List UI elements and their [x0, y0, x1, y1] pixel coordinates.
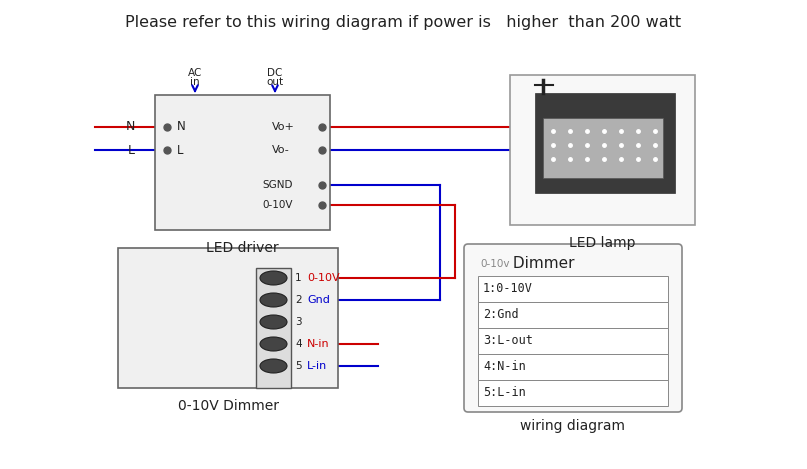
Text: 0-10V Dimmer: 0-10V Dimmer	[178, 399, 278, 413]
Bar	[118, 248, 338, 388]
Text: 5:L-in: 5:L-in	[483, 386, 525, 400]
Text: 3:L-out: 3:L-out	[483, 334, 533, 348]
Text: L: L	[177, 144, 183, 157]
Text: 2: 2	[295, 295, 302, 305]
Text: 1: 1	[295, 273, 302, 283]
Bar	[478, 276, 668, 302]
Text: 2:Gnd: 2:Gnd	[483, 309, 519, 322]
Text: Dimmer: Dimmer	[508, 257, 575, 272]
Ellipse shape	[260, 337, 287, 351]
Bar	[535, 93, 675, 193]
Bar	[256, 268, 291, 388]
Text: Please refer to this wiring diagram if power is   higher  than 200 watt: Please refer to this wiring diagram if p…	[125, 15, 681, 30]
Text: Gnd: Gnd	[307, 295, 330, 305]
Text: Vo-: Vo-	[272, 145, 290, 155]
Text: 0-10V: 0-10V	[262, 200, 292, 210]
Bar	[543, 118, 663, 178]
Text: 1:0-10V: 1:0-10V	[483, 282, 533, 295]
Text: N-in: N-in	[307, 339, 329, 349]
Text: in: in	[190, 77, 200, 87]
Text: Vo+: Vo+	[272, 122, 295, 132]
Ellipse shape	[260, 359, 287, 373]
Text: wiring diagram: wiring diagram	[521, 419, 625, 433]
Text: 4:N-in: 4:N-in	[483, 361, 525, 373]
Text: LED driver: LED driver	[206, 241, 278, 255]
Text: N: N	[126, 121, 135, 134]
Bar	[155, 95, 330, 230]
Text: 3: 3	[295, 317, 302, 327]
Text: 0-10V: 0-10V	[307, 273, 340, 283]
FancyBboxPatch shape	[464, 244, 682, 412]
Text: LED lamp: LED lamp	[569, 236, 636, 250]
Bar	[478, 302, 668, 328]
Ellipse shape	[260, 315, 287, 329]
Text: AC: AC	[188, 68, 203, 78]
Text: SGND: SGND	[262, 180, 292, 190]
Text: N: N	[177, 121, 186, 134]
Ellipse shape	[260, 271, 287, 285]
Bar	[478, 328, 668, 354]
Bar	[478, 354, 668, 380]
Text: 0-10v: 0-10v	[480, 259, 509, 269]
Bar	[478, 380, 668, 406]
Text: L-in: L-in	[307, 361, 328, 371]
Text: DC: DC	[267, 68, 282, 78]
Text: 4: 4	[295, 339, 302, 349]
Text: 5: 5	[295, 361, 302, 371]
Text: L: L	[128, 144, 135, 157]
Ellipse shape	[260, 293, 287, 307]
Text: out: out	[266, 77, 283, 87]
Bar	[510, 75, 695, 225]
